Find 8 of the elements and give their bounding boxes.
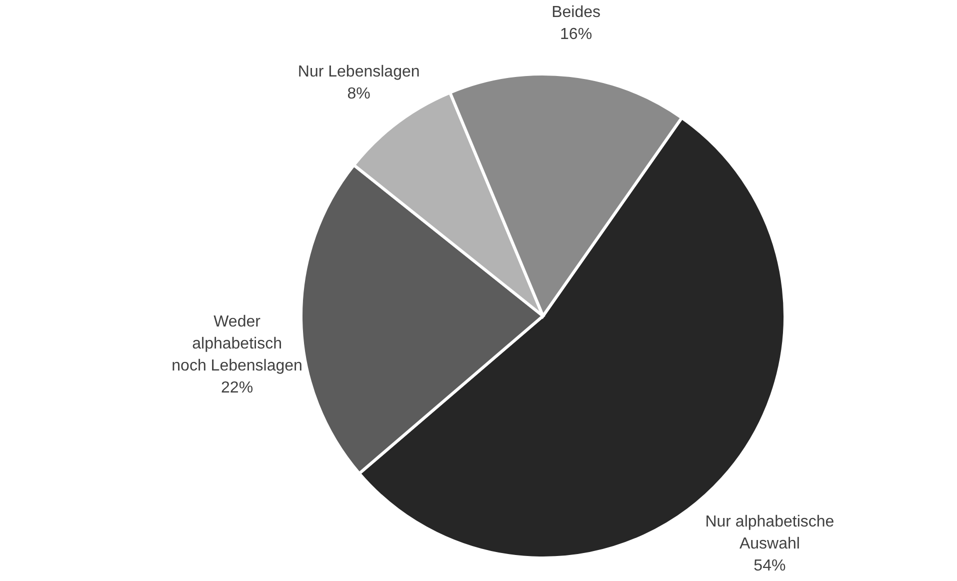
- data-label: 8%: [347, 86, 370, 103]
- data-label: 16%: [560, 26, 592, 43]
- slice-label: Nur Lebenslagen: [298, 64, 420, 81]
- data-label: 54%: [754, 558, 786, 575]
- slice-label: Beides: [552, 4, 601, 21]
- data-label: 22%: [221, 379, 254, 396]
- slice-label: Nur alphabetische Auswahl: [705, 514, 834, 553]
- slice-label: Weder alphabetisch noch Lebenslagen: [172, 313, 302, 374]
